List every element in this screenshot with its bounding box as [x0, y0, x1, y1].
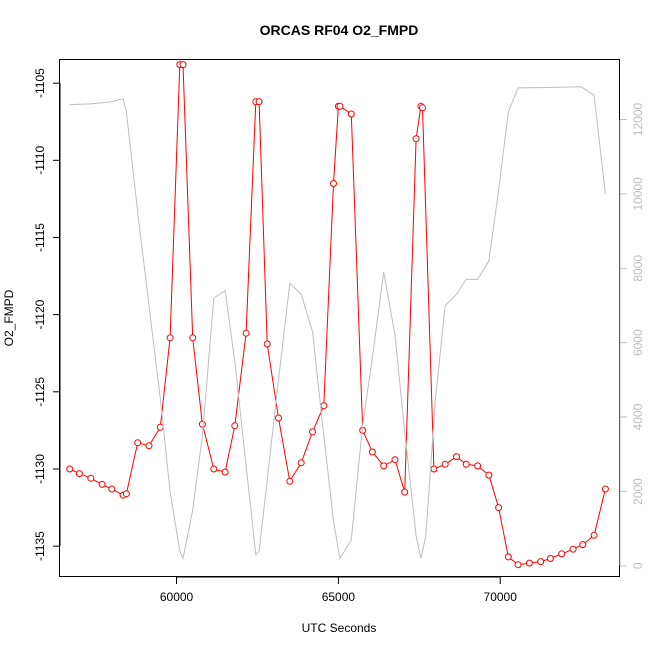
data-point [145, 442, 153, 450]
data-point [87, 474, 95, 482]
y2-axis: 0 2000 4000 6000 8000 10000 12000 [619, 102, 645, 569]
data-point [546, 555, 554, 562]
x-tick-label: 60000 [160, 590, 194, 604]
data-point [495, 504, 503, 512]
data-point [210, 465, 218, 473]
data-point [108, 485, 116, 493]
data-point [320, 402, 328, 410]
y2-tick-label: 0 [631, 562, 645, 569]
plot-frame [59, 59, 620, 577]
data-point [286, 477, 294, 485]
data-point [441, 460, 449, 468]
data-point [412, 135, 420, 143]
data-point [242, 329, 250, 337]
data-point [255, 98, 263, 106]
data-point [504, 553, 512, 561]
x-axis-label: UTC Seconds [302, 621, 377, 635]
data-point [231, 422, 239, 430]
data-point [179, 61, 187, 69]
y-tick-label: -1105 [33, 68, 47, 98]
data-point [430, 465, 438, 473]
data-point [601, 485, 609, 493]
data-point [134, 439, 142, 447]
y-tick-label: -1135 [33, 531, 47, 561]
data-point [75, 470, 83, 478]
data-point [558, 550, 566, 558]
y-tick-label: -1125 [33, 377, 47, 407]
y2-tick-label: 12000 [631, 102, 645, 136]
y2-tick-label: 4000 [631, 403, 645, 430]
data-point [537, 558, 545, 566]
data-point [590, 531, 598, 539]
data-point [198, 420, 206, 428]
x-tick-label: 70000 [484, 590, 518, 604]
y-tick-label: -1115 [33, 223, 47, 252]
chart-title: ORCAS RF04 O2_FMPD [260, 22, 419, 38]
data-point [525, 559, 533, 567]
y2-tick-label: 6000 [631, 329, 645, 356]
x-axis: 60000 65000 70000 [160, 576, 518, 604]
y2-tick-label: 2000 [631, 478, 645, 505]
data-point [309, 428, 316, 436]
data-point [156, 423, 164, 431]
y-tick-label: -1120 [33, 299, 47, 329]
data-point [401, 488, 409, 496]
data-point [462, 460, 470, 468]
data-point [368, 448, 376, 456]
data-point [474, 462, 482, 470]
x-tick-label: 65000 [322, 590, 356, 604]
data-point [66, 465, 74, 473]
data-point [569, 545, 577, 553]
series-1-line [69, 86, 606, 561]
data-point [189, 334, 197, 342]
data-point [419, 104, 426, 112]
data-point [275, 414, 282, 422]
y-axis-label: O2_FMPD [2, 289, 16, 346]
data-point [221, 468, 229, 476]
data-point [453, 453, 460, 461]
data-point [485, 471, 493, 479]
data-point [380, 462, 388, 470]
data-point [263, 340, 271, 348]
data-point [336, 102, 344, 110]
data-point [297, 459, 305, 467]
y2-tick-label: 8000 [631, 255, 645, 282]
data-point [98, 480, 106, 488]
data-point [514, 561, 522, 569]
y-axis: -1105 -1110 -1115 -1120 -1125 -1130 -1135 [33, 68, 61, 561]
data-point [166, 334, 174, 342]
data-point [330, 180, 337, 187]
y-tick-label: -1110 [33, 146, 47, 175]
data-point [347, 110, 355, 118]
data-point [122, 490, 130, 498]
data-point [391, 456, 399, 464]
data-point [579, 541, 587, 549]
series-layer [66, 61, 609, 569]
y-tick-label: -1130 [33, 454, 47, 484]
y2-tick-label: 10000 [631, 177, 645, 211]
